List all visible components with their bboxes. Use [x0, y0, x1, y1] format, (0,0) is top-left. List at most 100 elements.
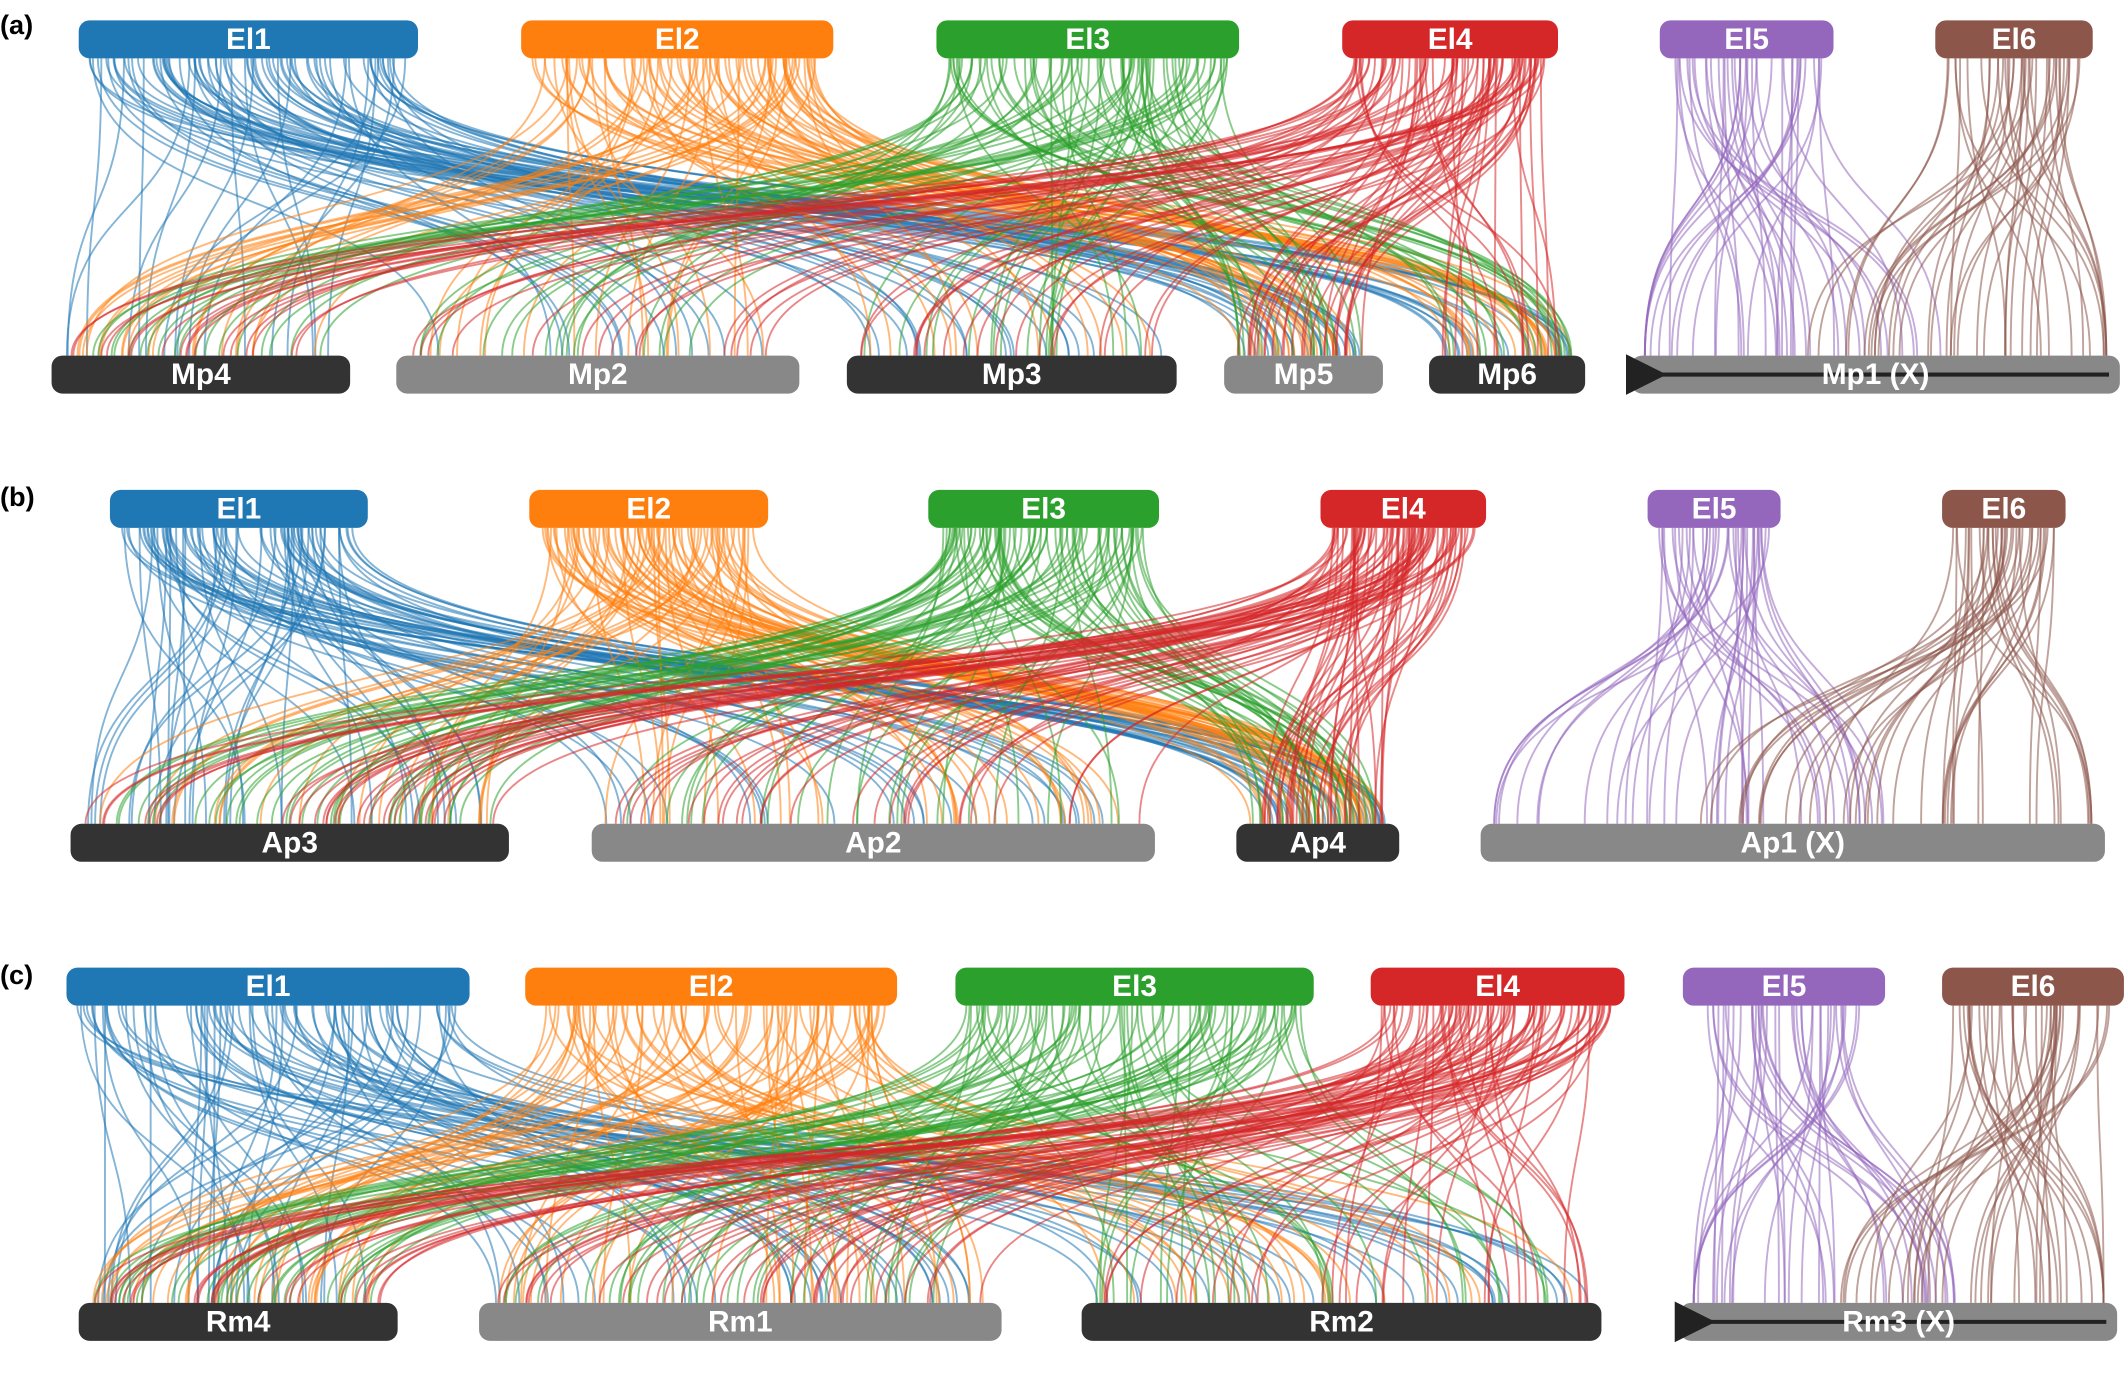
link	[812, 58, 1277, 356]
link	[1144, 58, 1553, 356]
top-block	[1647, 489, 1781, 528]
link	[1691, 58, 1919, 356]
link	[1189, 1005, 1517, 1303]
link	[1273, 1005, 1549, 1303]
link	[1997, 58, 2073, 356]
link	[1049, 58, 1131, 356]
link	[1712, 1005, 1735, 1303]
link	[1966, 58, 2007, 356]
link	[94, 1005, 1484, 1303]
link	[212, 527, 414, 824]
link	[1727, 527, 1867, 824]
link	[1747, 527, 1756, 824]
link	[104, 1005, 580, 1303]
link	[902, 527, 1366, 824]
link	[1616, 527, 1767, 824]
link	[1054, 527, 1284, 824]
link	[431, 527, 552, 824]
link	[1467, 1005, 1521, 1303]
link	[1970, 1005, 2065, 1303]
top-block	[1342, 20, 1558, 59]
link	[94, 527, 228, 824]
link	[1753, 527, 1765, 824]
link	[1978, 1005, 2037, 1303]
link	[1942, 527, 2055, 824]
link	[1887, 1005, 2055, 1303]
link	[1844, 1005, 2111, 1303]
link	[926, 1005, 1476, 1303]
top-block	[1935, 20, 2093, 59]
link	[289, 527, 1362, 824]
top-block-label: El4	[1381, 492, 1426, 525]
top-block-label: El3	[1065, 23, 1110, 56]
link	[1818, 58, 1836, 356]
link	[622, 527, 1453, 824]
link	[1338, 1005, 1515, 1303]
link	[1076, 58, 1571, 356]
link	[1800, 1005, 1830, 1303]
bottom-block	[591, 823, 1155, 862]
link	[1966, 1005, 2093, 1303]
link	[1888, 58, 2005, 356]
link	[534, 58, 1471, 356]
link	[312, 1005, 793, 1303]
link	[963, 527, 1020, 824]
link	[1746, 58, 1820, 356]
top-block-label: El1	[226, 23, 271, 56]
link	[123, 1005, 1076, 1303]
link	[1663, 527, 1695, 824]
link	[1934, 1005, 2001, 1303]
link	[1954, 58, 2042, 356]
top-block	[936, 20, 1240, 59]
link	[979, 1005, 1531, 1303]
bottom-block	[70, 823, 509, 862]
link	[1360, 58, 1417, 356]
link	[1263, 527, 1334, 824]
link	[110, 1005, 229, 1303]
link	[1539, 58, 1550, 356]
link	[546, 527, 824, 824]
link	[225, 527, 310, 824]
link	[768, 58, 1103, 356]
link	[66, 58, 125, 356]
link	[377, 1005, 1535, 1303]
link	[129, 58, 1185, 356]
link	[1606, 527, 1691, 824]
top-block	[1942, 967, 2124, 1006]
link	[1715, 58, 1749, 356]
link	[313, 58, 767, 356]
link	[1760, 527, 1861, 824]
link	[236, 58, 1008, 356]
link	[106, 58, 1394, 356]
links	[65, 58, 2111, 1303]
link	[218, 527, 703, 824]
link	[1800, 1005, 1885, 1303]
link	[121, 58, 794, 356]
link	[1668, 58, 1679, 356]
link	[447, 527, 642, 824]
link	[1873, 58, 2000, 356]
link	[178, 58, 1106, 356]
link	[127, 58, 1540, 356]
link	[1731, 58, 1812, 356]
link	[1787, 1005, 1814, 1303]
link	[1892, 527, 2006, 824]
link	[2011, 1005, 2062, 1303]
link	[1757, 527, 1852, 824]
top-block-label: El3	[1021, 492, 1066, 525]
link	[802, 1005, 1082, 1303]
link	[1447, 1005, 1490, 1303]
link	[251, 1005, 367, 1303]
link	[1247, 58, 1411, 356]
link	[1276, 527, 1358, 824]
link	[97, 1005, 336, 1303]
top-block-label: El2	[689, 970, 734, 1003]
link	[251, 58, 796, 356]
link	[1713, 58, 1725, 356]
link	[1716, 1005, 1763, 1303]
link	[1819, 1005, 1836, 1303]
link	[388, 527, 972, 824]
bottom-block-label: Rm1	[708, 1305, 773, 1338]
link	[379, 1005, 1442, 1303]
